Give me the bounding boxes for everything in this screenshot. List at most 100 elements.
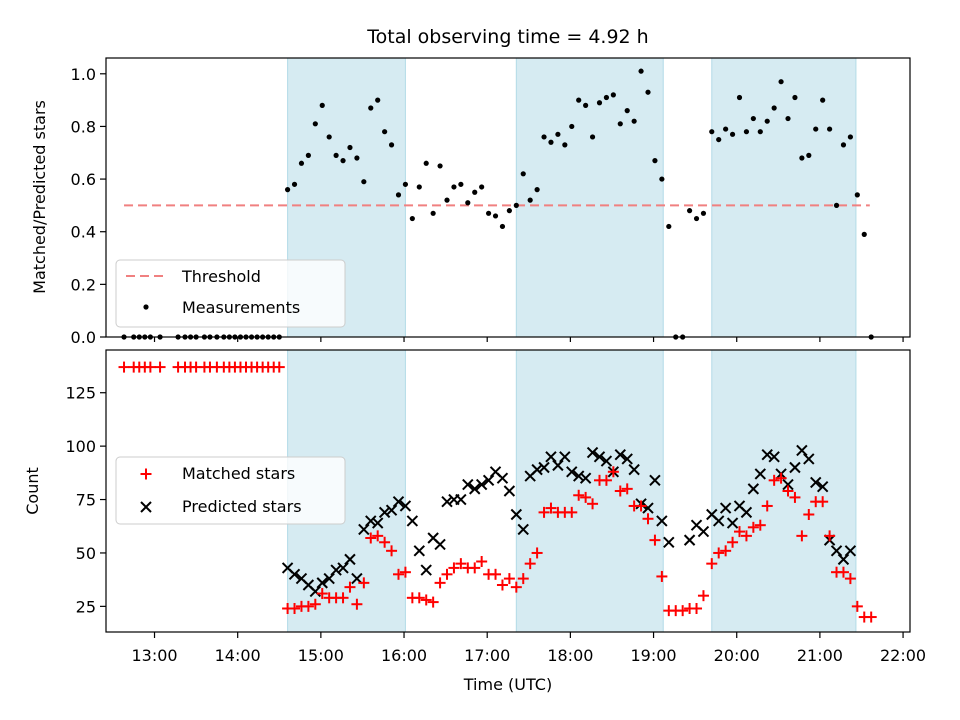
legend-matched-label: Matched stars: [182, 464, 295, 483]
matched-star-point: [697, 590, 709, 602]
top-x-ticks: [153, 337, 904, 342]
measurement-point: [716, 136, 722, 143]
x-tick-label: 20:00: [714, 646, 760, 665]
matched-star-point: [761, 500, 773, 512]
matched-star-point: [420, 594, 432, 606]
measurement-point: [409, 215, 415, 222]
predicted-star-point: [531, 463, 543, 476]
matched-star-point: [573, 489, 585, 501]
top-measurement-points: [121, 68, 874, 340]
predicted-star-point: [365, 515, 377, 527]
predicted-star-point: [482, 474, 495, 487]
measurement-point: [645, 89, 651, 95]
matched-star-point: [154, 361, 166, 373]
measurement-point: [465, 200, 471, 206]
matched-star-point: [469, 562, 481, 574]
predicted-star-point: [837, 553, 850, 566]
measurement-point: [750, 115, 756, 122]
measurement-point: [555, 131, 561, 137]
measurement-point: [319, 102, 325, 108]
predicted-star-point: [469, 483, 481, 495]
y-tick-label: 0.8: [71, 117, 96, 136]
measurement-point: [361, 179, 367, 185]
measurement-point: [743, 129, 750, 135]
predicted-star-point: [337, 562, 349, 574]
measurement-point: [610, 92, 616, 98]
predicted-star-point: [656, 515, 668, 527]
predicted-star-point: [323, 572, 335, 585]
top-y-axis-label: Matched/Predicted stars: [30, 100, 49, 294]
predicted-star-point: [475, 478, 488, 491]
y-tick-label: 125: [65, 384, 96, 403]
chart-title: Total observing time = 4.92 h: [366, 26, 648, 48]
legend-predicted-swatch: [140, 501, 152, 513]
predicted-star-point: [330, 564, 342, 576]
predicted-star-point: [455, 493, 467, 506]
measurement-point: [854, 192, 860, 198]
matched-star-point: [824, 530, 836, 542]
measurement-point: [723, 126, 729, 132]
measurement-point: [693, 215, 700, 222]
matched-star-point: [747, 521, 759, 533]
matched-star-point: [844, 573, 856, 585]
measurement-point: [541, 134, 547, 140]
matched-star-point: [476, 556, 488, 567]
matched-star-point: [302, 600, 314, 612]
y-tick-label: 75: [76, 491, 96, 510]
matched-star-point: [677, 605, 689, 617]
matched-star-point: [517, 573, 529, 585]
predicted-star-point: [683, 534, 696, 546]
predicted-star-point: [399, 500, 412, 512]
matched-star-point: [413, 592, 425, 604]
predicted-star-point: [579, 472, 592, 484]
predicted-star-point: [649, 474, 661, 487]
predicted-star-point: [761, 448, 773, 461]
predicted-star-point: [768, 451, 780, 463]
top-y-ticks: 0.0 0.2 0.4 0.6 0.8 1.0: [71, 65, 106, 347]
measurement-point: [771, 105, 777, 111]
predicted-star-point: [614, 448, 626, 461]
predicted-star-point: [441, 495, 453, 508]
legend-plus-marker: [140, 468, 152, 480]
predicted-star-point: [462, 478, 474, 491]
bottom-legend: Matched stars Predicted stars: [115, 456, 346, 525]
measurement-point: [833, 202, 840, 208]
bottom-y-axis-label: Count: [23, 467, 42, 515]
matched-star-point: [273, 361, 285, 373]
predicted-star-point: [545, 451, 557, 463]
measurement-point: [479, 184, 485, 190]
predicted-star-point: [517, 523, 529, 536]
measurement-point: [792, 94, 798, 101]
measurement-point: [736, 94, 743, 101]
predicted-star-point: [392, 495, 405, 508]
matched-star-point: [455, 558, 467, 570]
measurement-point: [437, 163, 443, 169]
matched-star-point: [399, 566, 411, 578]
legend-matched-swatch: [140, 468, 152, 480]
matched-star-point: [691, 603, 703, 614]
y-tick-label: 1.0: [71, 65, 96, 84]
matched-star-point: [118, 361, 130, 373]
matched-star-point: [865, 611, 877, 623]
measurement-point: [499, 223, 506, 230]
measurement-point: [785, 115, 791, 122]
measurement-point: [700, 210, 707, 216]
matched-star-point: [733, 526, 745, 538]
legend-measurements-label: Measurements: [182, 298, 300, 317]
measurement-point: [534, 187, 540, 193]
measurement-point: [638, 68, 644, 74]
measurement-point: [624, 108, 630, 114]
legend-x-marker: [140, 501, 152, 513]
predicted-star-point: [378, 506, 391, 519]
predicted-star-point: [559, 451, 571, 463]
measurement-point: [298, 160, 305, 166]
predicted-star-point: [572, 470, 585, 482]
shaded-interval: [515, 349, 664, 633]
matched-star-point: [344, 581, 356, 593]
measurement-point: [416, 184, 422, 190]
matched-star-point: [817, 496, 829, 508]
predicted-star-point: [566, 466, 578, 478]
matched-star-point: [851, 600, 863, 612]
matched-star-point: [538, 506, 550, 518]
predicted-star-point: [621, 453, 633, 465]
